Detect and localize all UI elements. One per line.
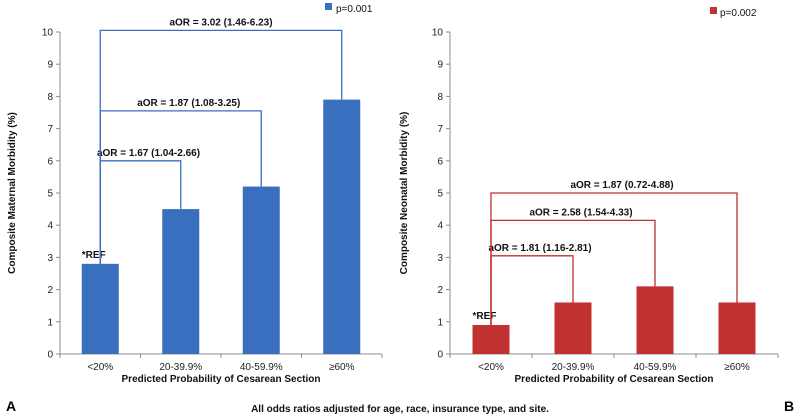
y-tick-label: 0 bbox=[47, 350, 53, 361]
bracket-2 bbox=[99, 29, 343, 264]
y-axis-label: Composite Maternal Morbidity (%) bbox=[7, 112, 18, 274]
y-tick-label: 4 bbox=[437, 221, 443, 232]
y-tick-label: 6 bbox=[437, 156, 443, 167]
legend-swatch bbox=[325, 3, 332, 10]
x-tick-label: <20% bbox=[478, 362, 504, 373]
bracket-label-0: aOR = 1.81 (1.16-2.81) bbox=[488, 243, 591, 254]
legend-label: p=0.001 bbox=[336, 4, 373, 15]
footnote: All odds ratios adjusted for age, race, … bbox=[251, 404, 549, 415]
x-tick-label: ≥60% bbox=[724, 362, 750, 373]
legend-label: p=0.002 bbox=[720, 8, 757, 19]
y-axis-label: Composite Neonatal Morbidity (%) bbox=[399, 112, 410, 275]
x-tick-label: 40-59.9% bbox=[634, 362, 677, 373]
bar-1 bbox=[162, 209, 200, 354]
bracket-label-0: aOR = 1.67 (1.04-2.66) bbox=[97, 148, 200, 159]
bracket-label-1: aOR = 2.58 (1.54-4.33) bbox=[529, 207, 632, 218]
x-axis-label: Predicted Probability of Cesarean Sectio… bbox=[515, 374, 714, 385]
reference-label: *REF bbox=[473, 311, 497, 322]
y-tick-label: 7 bbox=[47, 124, 53, 135]
y-tick-label: 4 bbox=[47, 221, 53, 232]
y-tick-label: 3 bbox=[437, 253, 443, 264]
y-tick-label: 7 bbox=[437, 124, 443, 135]
reference-label: *REF bbox=[82, 250, 106, 261]
panel-label: B bbox=[784, 398, 794, 414]
y-tick-label: 5 bbox=[437, 189, 443, 200]
x-tick-label: 40-59.9% bbox=[240, 362, 283, 373]
y-tick-label: 9 bbox=[437, 60, 443, 71]
y-tick-label: 3 bbox=[47, 253, 53, 264]
panel-neonatal-morbidity: 0 1 2 3 4 5 6 7 8 9 10 <20% 20-39.9% 40-59.9% ≥60% *REF… bbox=[399, 7, 794, 414]
legend-swatch bbox=[710, 7, 717, 14]
bar-0 bbox=[472, 325, 510, 354]
bracket-label-1: aOR = 1.87 (1.08-3.25) bbox=[137, 98, 240, 109]
bar-1 bbox=[554, 302, 592, 354]
x-tick-label: 20-39.9% bbox=[552, 362, 595, 373]
y-tick-label: 8 bbox=[437, 92, 443, 103]
bar-2 bbox=[242, 186, 280, 354]
y-tick-label: 10 bbox=[432, 28, 444, 39]
panel-label: A bbox=[6, 398, 16, 414]
bar-2 bbox=[636, 286, 674, 354]
y-tick-label: 1 bbox=[437, 317, 443, 328]
bracket-label-2: aOR = 3.02 (1.46-6.23) bbox=[169, 17, 272, 28]
y-tick-label: 6 bbox=[47, 156, 53, 167]
y-tick-label: 2 bbox=[47, 285, 53, 296]
bracket-2 bbox=[490, 192, 738, 326]
x-axis-label: Predicted Probability of Cesarean Sectio… bbox=[122, 374, 321, 385]
y-tick-label: 10 bbox=[42, 28, 54, 39]
panel-maternal-morbidity: 0 1 2 3 4 5 6 7 8 9 10 <20% 20-39.9% 40-59.9% ≥60% *REF… bbox=[6, 3, 383, 414]
bar-3 bbox=[718, 302, 756, 354]
bar-0 bbox=[81, 263, 119, 354]
y-tick-label: 9 bbox=[47, 60, 53, 71]
bar-3 bbox=[323, 99, 361, 355]
y-tick-label: 5 bbox=[47, 189, 53, 200]
bracket-label-2: aOR = 1.87 (0.72-4.88) bbox=[570, 180, 673, 191]
x-tick-label: ≥60% bbox=[329, 362, 355, 373]
y-tick-label: 8 bbox=[47, 92, 53, 103]
y-tick-label: 0 bbox=[437, 350, 443, 361]
y-tick-label: 2 bbox=[437, 285, 443, 296]
y-tick-label: 1 bbox=[47, 317, 53, 328]
x-tick-label: 20-39.9% bbox=[159, 362, 202, 373]
x-tick-label: <20% bbox=[87, 362, 113, 373]
